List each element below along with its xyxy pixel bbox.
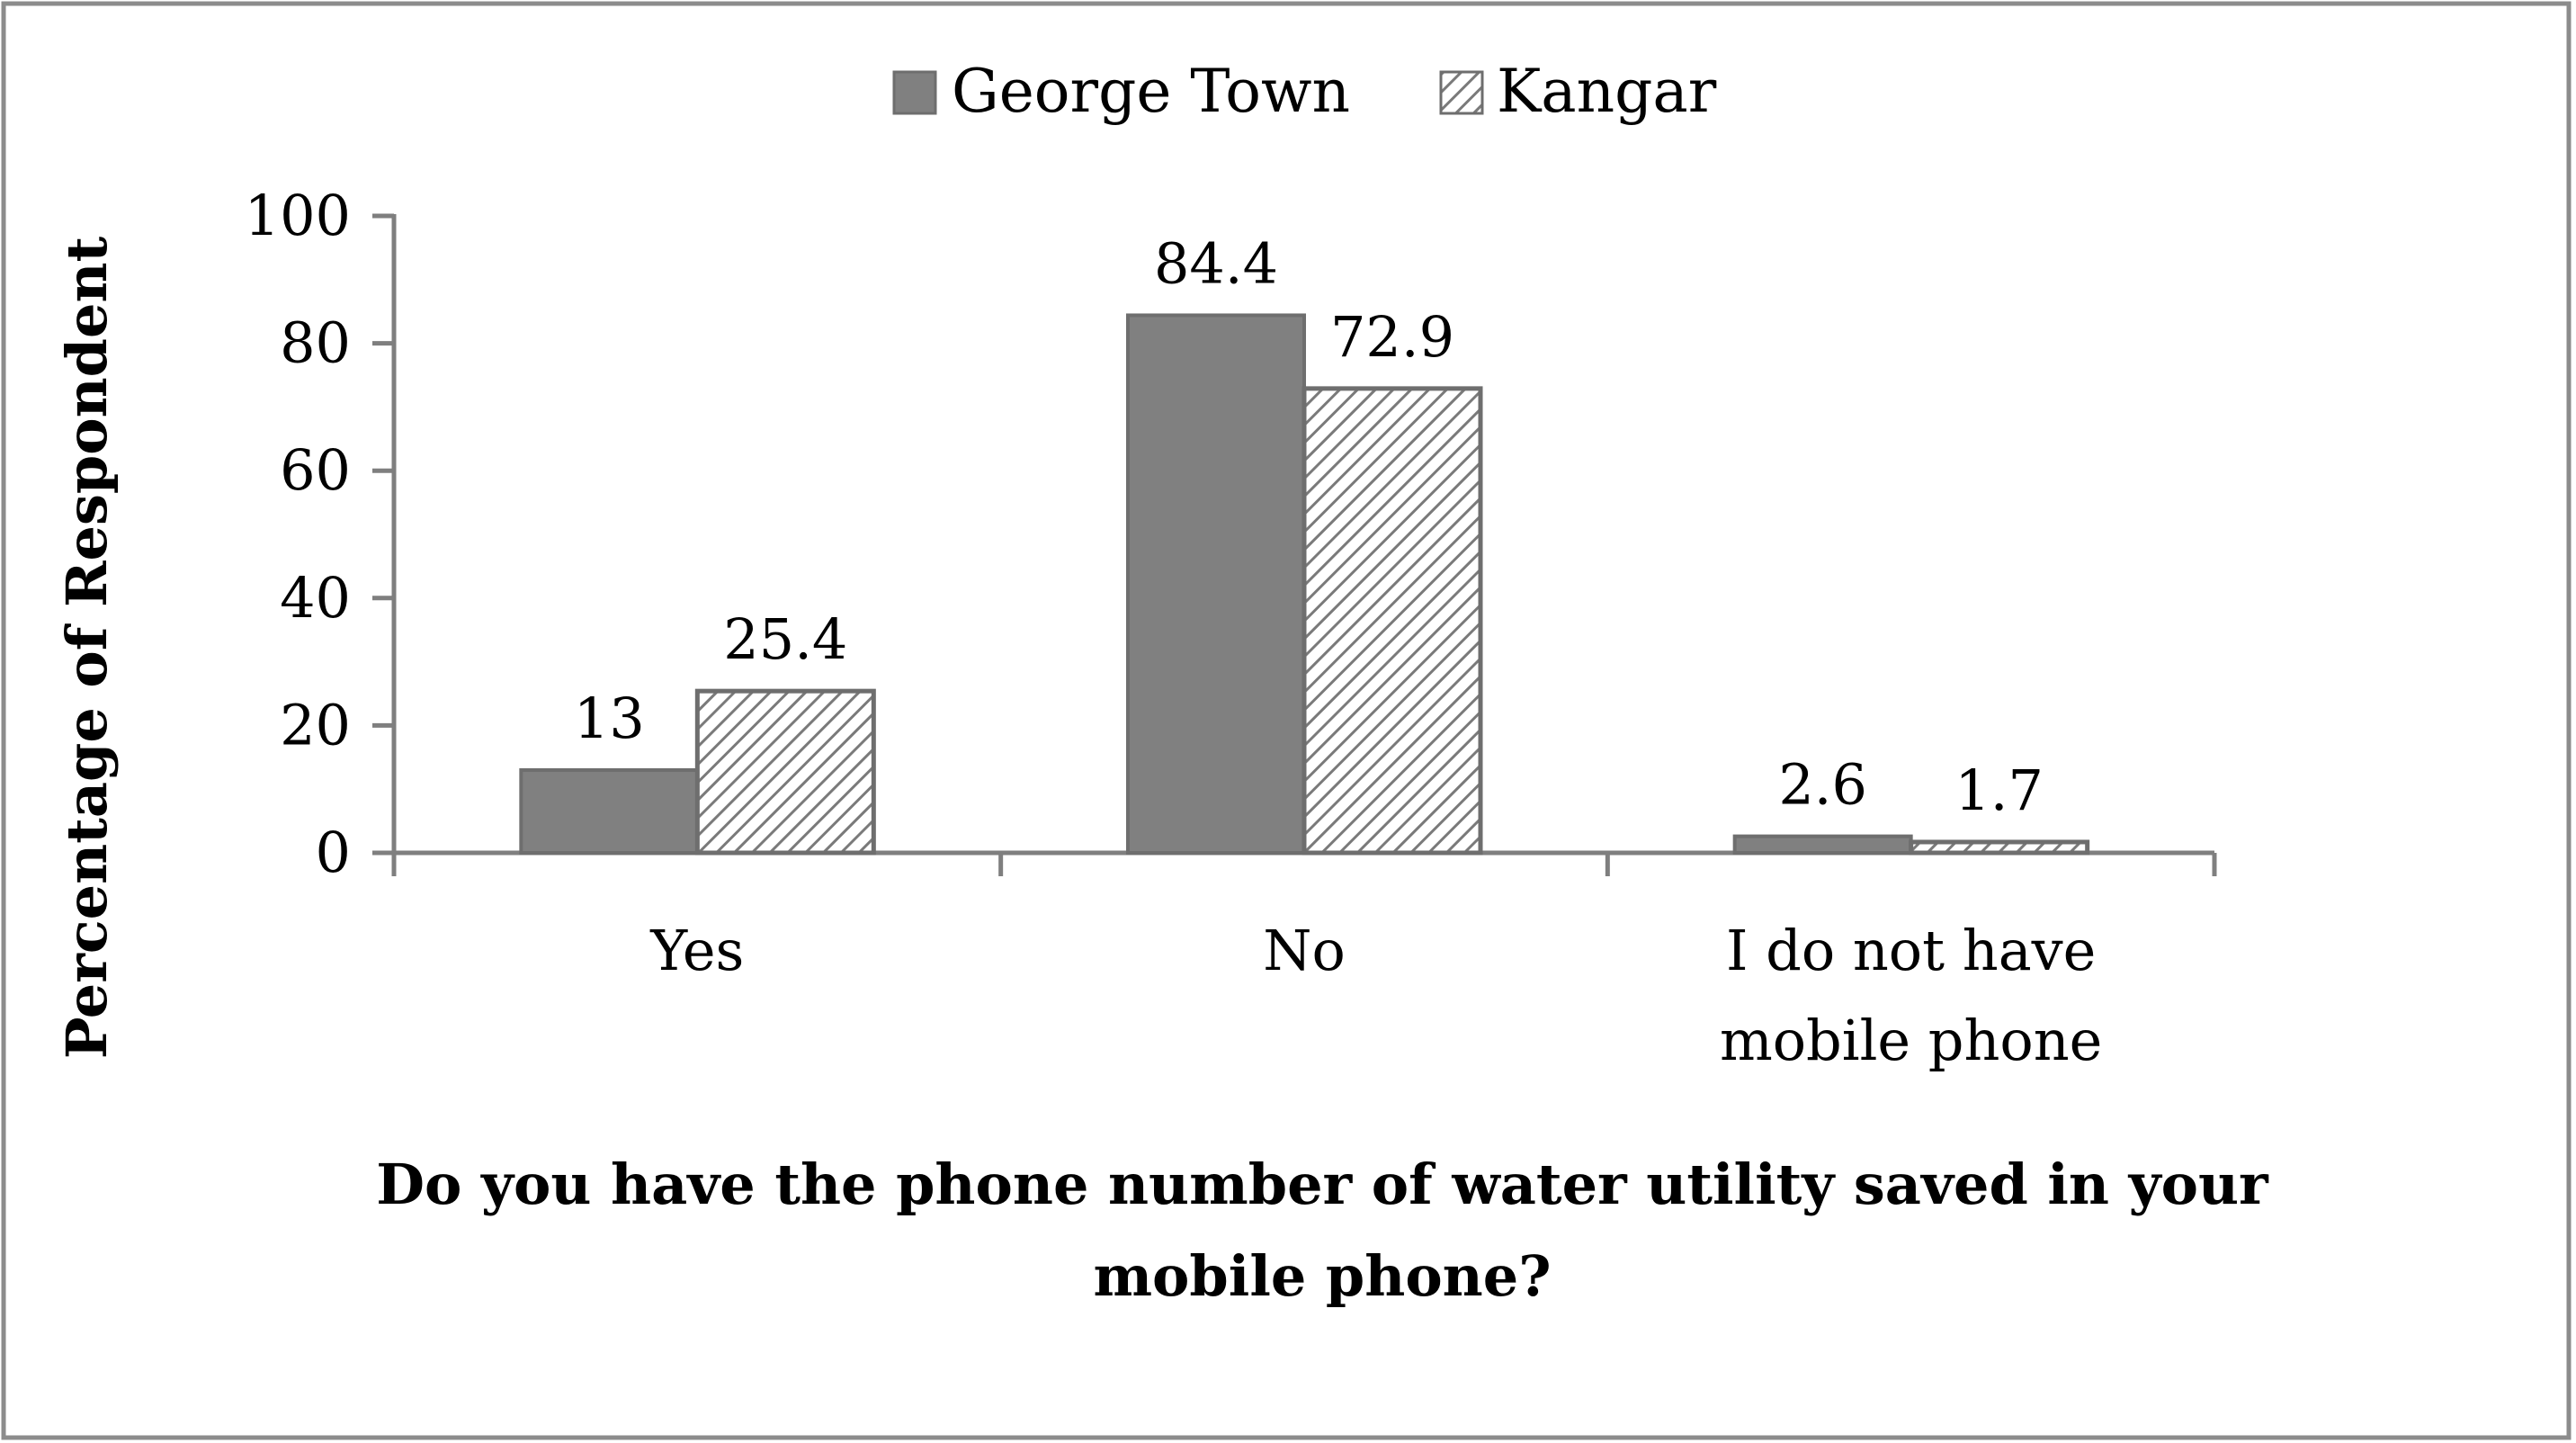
bar-george-town (519, 767, 700, 856)
bar-george-town (1732, 834, 1913, 855)
category-label: Yes (649, 918, 744, 983)
y-tick-label: 60 (280, 437, 351, 503)
y-ticks: 0 20 40 60 80 100 (245, 183, 394, 885)
y-tick-label: 100 (245, 183, 351, 248)
bar-kangar (1301, 386, 1483, 856)
y-tick-label: 40 (280, 565, 351, 631)
data-label: 25.4 (723, 606, 847, 672)
bars (519, 313, 2090, 856)
legend-swatch-kangar (1439, 70, 1484, 115)
data-labels: 13 25.4 84.4 72.9 2.6 1.7 (574, 230, 2044, 823)
category-label: I do not have (1726, 918, 2096, 983)
y-tick-label: 0 (316, 820, 351, 885)
y-axis-title: Percentage of Respondent (54, 236, 120, 1059)
x-axis-title-line-2: mobile phone? (1093, 1243, 1551, 1309)
data-label: 1.7 (1954, 757, 2044, 823)
y-tick-label: 80 (280, 310, 351, 376)
category-label: mobile phone (1720, 1008, 2102, 1073)
data-label: 2.6 (1778, 752, 1867, 818)
legend: George Town Kangar (892, 57, 1717, 126)
data-label: 13 (574, 686, 645, 751)
category-label: No (1263, 918, 1346, 983)
bar-kangar (1909, 839, 2090, 856)
bar-kangar (694, 688, 876, 856)
legend-label-george-town: George Town (952, 57, 1350, 126)
data-label: 72.9 (1330, 304, 1454, 370)
y-tick-label: 20 (280, 692, 351, 757)
x-ticks (391, 853, 2217, 876)
legend-label-kangar: Kangar (1497, 57, 1717, 126)
x-axis-title-line-1: Do you have the phone number of water ut… (376, 1152, 2269, 1217)
category-labels: Yes No I do not have mobile phone (649, 918, 2102, 1073)
bar-george-town (1126, 313, 1306, 855)
legend-swatch-george-town (892, 70, 937, 115)
data-label: 84.4 (1154, 230, 1278, 296)
